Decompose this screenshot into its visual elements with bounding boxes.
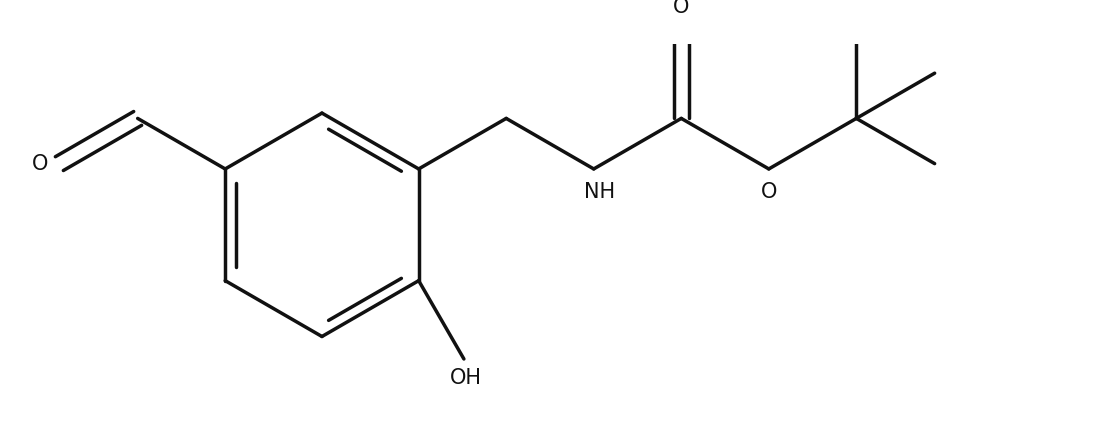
Text: O: O <box>761 182 777 202</box>
Text: O: O <box>673 0 689 17</box>
Text: OH: OH <box>450 368 481 388</box>
Text: O: O <box>32 154 49 174</box>
Text: NH: NH <box>584 182 615 202</box>
